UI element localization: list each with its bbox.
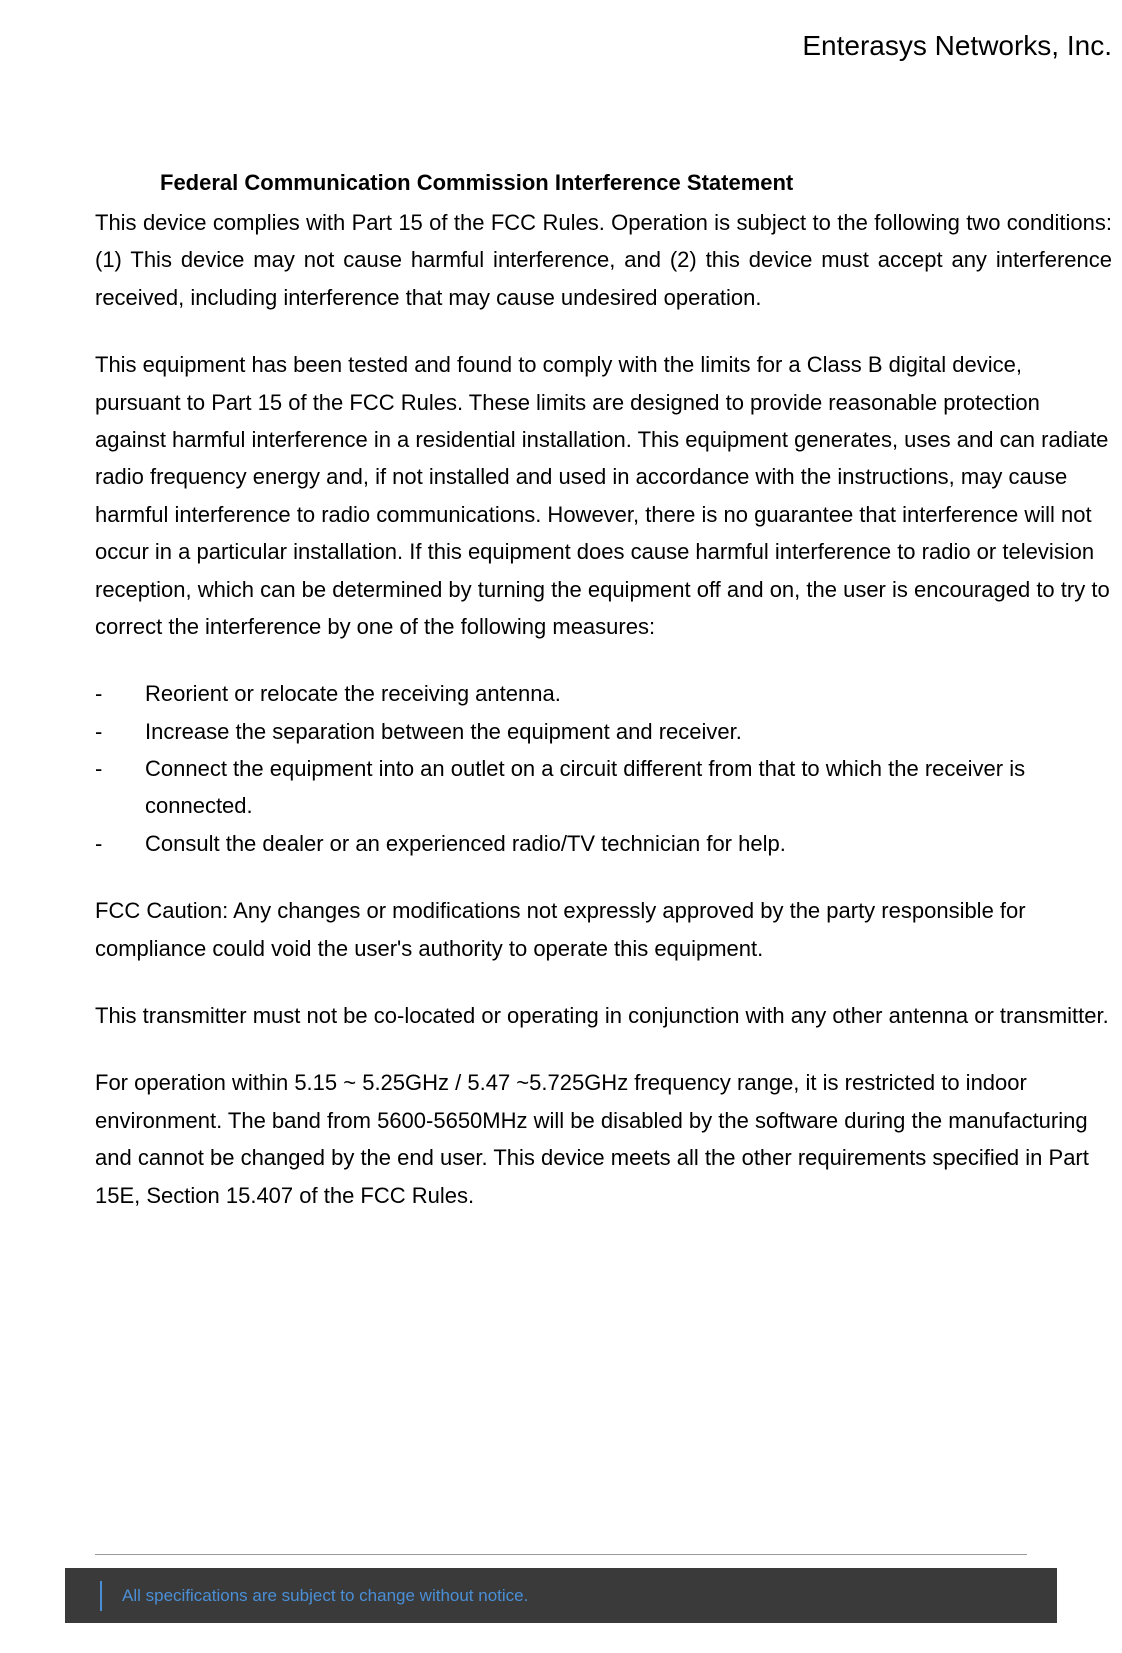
list-item: - Consult the dealer or an experienced r…	[95, 825, 1112, 862]
list-bullet: -	[95, 750, 145, 825]
list-text: Increase the separation between the equi…	[145, 713, 1112, 750]
paragraph-5: For operation within 5.15 ~ 5.25GHz / 5.…	[95, 1064, 1112, 1214]
paragraph-1: This device complies with Part 15 of the…	[95, 204, 1112, 316]
list-item: - Reorient or relocate the receiving ant…	[95, 675, 1112, 712]
footer-accent-bar	[100, 1581, 102, 1611]
document-title: Federal Communication Commission Interfe…	[160, 170, 1112, 196]
company-header: Enterasys Networks, Inc.	[802, 30, 1112, 62]
footer-bar: All specifications are subject to change…	[65, 1568, 1057, 1623]
paragraph-2: This equipment has been tested and found…	[95, 346, 1112, 645]
paragraph-3: FCC Caution: Any changes or modification…	[95, 892, 1112, 967]
footer-text: All specifications are subject to change…	[122, 1586, 528, 1606]
horizontal-rule	[95, 1554, 1027, 1555]
list-bullet: -	[95, 713, 145, 750]
paragraph-4: This transmitter must not be co-located …	[95, 997, 1112, 1034]
list-text: Reorient or relocate the receiving anten…	[145, 675, 1112, 712]
document-content: Federal Communication Commission Interfe…	[95, 170, 1112, 1244]
list-text: Connect the equipment into an outlet on …	[145, 750, 1112, 825]
list-bullet: -	[95, 675, 145, 712]
list-bullet: -	[95, 825, 145, 862]
list-item: - Increase the separation between the eq…	[95, 713, 1112, 750]
list-text: Consult the dealer or an experienced rad…	[145, 825, 1112, 862]
company-name: Enterasys Networks, Inc.	[802, 30, 1112, 61]
measures-list: - Reorient or relocate the receiving ant…	[95, 675, 1112, 862]
list-item: - Connect the equipment into an outlet o…	[95, 750, 1112, 825]
